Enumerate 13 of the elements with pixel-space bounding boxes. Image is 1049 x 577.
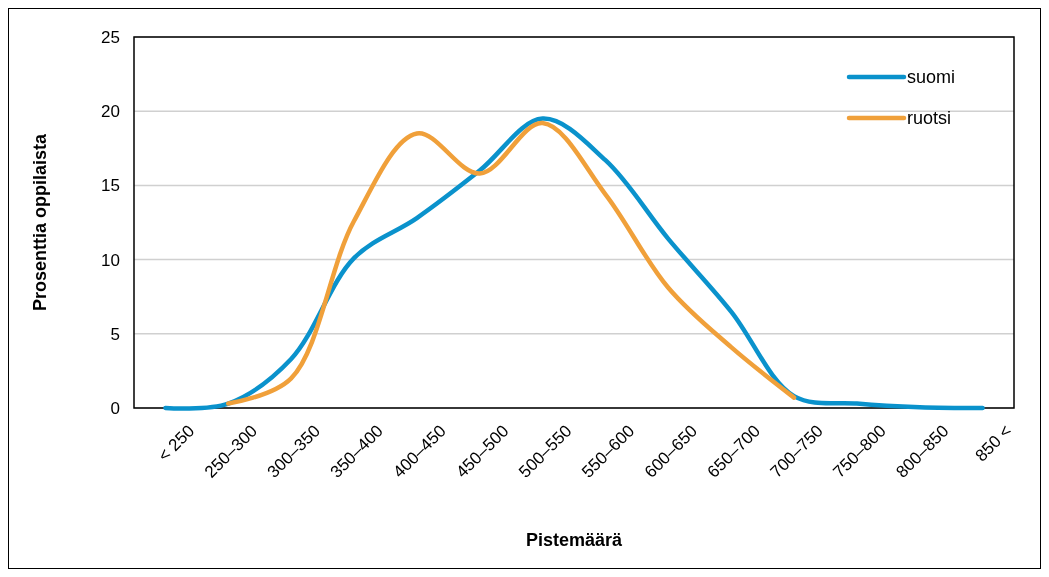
x-tick-label: < 250 [154, 421, 199, 466]
legend-label: suomi [907, 67, 956, 88]
y-tick-label: 20 [101, 102, 120, 122]
y-tick-label: 15 [101, 176, 120, 196]
y-tick-label: 0 [110, 398, 120, 418]
x-axis-title: Pistemäärä [525, 530, 624, 550]
y-tick-label: 5 [110, 324, 120, 344]
legend-label: ruotsi [907, 108, 952, 129]
y-tick-label: 25 [101, 27, 120, 47]
y-tick-label: 10 [101, 250, 120, 270]
y-axis-title: Prosenttia oppilaista [30, 133, 50, 312]
x-tick-label: 850 < [971, 421, 1016, 466]
line-series [226, 120, 797, 406]
